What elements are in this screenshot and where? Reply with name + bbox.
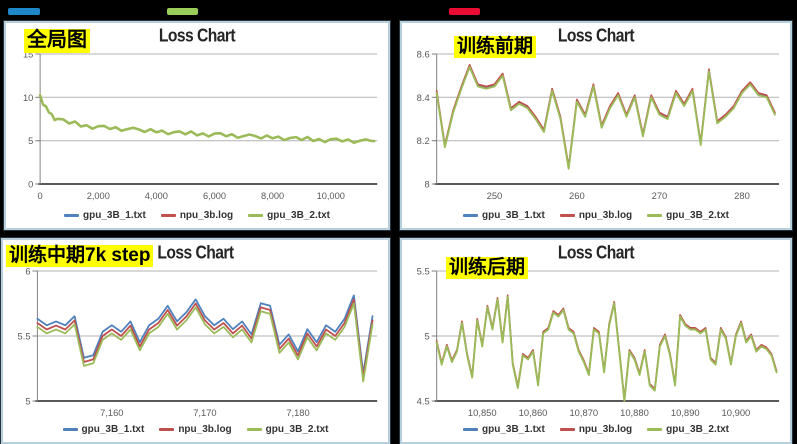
annotation-mid-7k: 训练中期7k step	[6, 245, 154, 268]
y-tick-label: 6	[25, 265, 30, 276]
legend-dash-icon	[159, 428, 175, 431]
legend-item-gpu_3B_1.txt: gpu_3B_1.txt	[62, 424, 145, 435]
y-tick-label: 5	[424, 331, 429, 342]
chart-legend: gpu_3B_1.txt npu_3b.log gpu_3B_2.txt	[402, 424, 790, 435]
x-tick-label: 260	[569, 191, 585, 202]
legend-label: gpu_3B_1.txt	[81, 424, 145, 435]
y-tick-label: 5.5	[417, 266, 430, 277]
series-line-gpu_3B_2.txt	[36, 302, 374, 383]
legend-dash-icon	[62, 428, 78, 431]
y-tick-label: 15	[23, 49, 33, 59]
legend-item-npu_3b.log: npu_3b.log	[159, 424, 232, 435]
loss-plot-late: 5.5 5 4.5 10,850 10,860 10,870 10,880 10,890 10,…	[417, 266, 780, 419]
series-line-gpu_3B_2.txt	[435, 66, 776, 170]
x-tick-label: 7,170	[193, 407, 216, 418]
annotation-early: 训练前期	[454, 36, 537, 59]
y-tick-label: 10	[23, 93, 33, 103]
legend-dash-icon	[160, 214, 176, 217]
legend-dash-icon	[248, 214, 264, 217]
chart-legend: gpu_3B_1.txt npu_3b.log gpu_3B_2.txt	[402, 210, 790, 221]
chart-title: Loss Chart	[557, 25, 635, 46]
loss-plot-mid-7k: 6 5.5 5 7,160 7,170 7,180	[18, 265, 378, 418]
chart-legend: gpu_3B_1.txt npu_3b.log gpu_3B_2.txt	[3, 424, 388, 435]
x-tick-label: 8,000	[261, 191, 284, 201]
legend-label: npu_3b.log	[578, 424, 633, 435]
x-tick-label: 10,000	[317, 191, 345, 201]
chart-title: Loss Chart	[157, 242, 234, 263]
legend-item-gpu_3B_1.txt: gpu_3B_1.txt	[463, 424, 545, 435]
x-tick-label: 10,890	[671, 408, 700, 419]
legend-item-gpu_3B_1.txt: gpu_3B_1.txt	[463, 210, 545, 221]
x-tick-label: 2,000	[87, 191, 110, 201]
series-line-gpu_3B_2.txt	[38, 93, 376, 144]
legend-dash-icon	[64, 214, 80, 217]
legend-item-npu_3b.log: npu_3b.log	[160, 210, 234, 221]
legend-label: npu_3b.log	[179, 210, 234, 221]
panel-global: 全局图 Loss Chart 15 10 5 0 0 2,000 4,000 6,000 8,0…	[4, 21, 390, 230]
y-tick-label: 8.4	[417, 93, 430, 104]
x-tick-label: 4,000	[145, 191, 168, 201]
legend-label: gpu_3B_1.txt	[482, 210, 545, 221]
legend-label: gpu_3B_2.txt	[666, 424, 729, 435]
legend-label: gpu_3B_1.txt	[83, 210, 146, 221]
legend-label: gpu_3B_2.txt	[267, 210, 330, 221]
y-tick-label: 5	[28, 136, 33, 146]
legend-dash-icon	[559, 214, 575, 217]
x-tick-label: 0	[38, 191, 43, 201]
y-tick-label: 8.2	[417, 136, 430, 147]
x-tick-label: 10,860	[519, 408, 548, 419]
x-tick-label: 7,160	[100, 407, 123, 418]
x-tick-label: 10,880	[620, 408, 649, 419]
legend-label: gpu_3B_2.txt	[666, 210, 729, 221]
y-tick-label: 5.5	[18, 330, 31, 341]
loss-plot-global: 15 10 5 00 2,000 4,000 6,000 8,000 10,000	[23, 49, 378, 201]
chart-legend: gpu_3B_1.txt npu_3b.log gpu_3B_2.txt	[6, 210, 388, 221]
legend-label: gpu_3B_2.txt	[265, 424, 329, 435]
y-tick-label: 5	[25, 395, 30, 406]
legend-item-npu_3b.log: npu_3b.log	[559, 424, 633, 435]
legend-dash-icon	[647, 428, 663, 431]
y-tick-label: 8	[424, 179, 429, 190]
y-tick-label: 8.6	[417, 49, 430, 60]
series-line-gpu_3B_2.txt	[435, 296, 778, 402]
legend-item-gpu_3B_2.txt: gpu_3B_2.txt	[647, 424, 729, 435]
legend-item-gpu_3B_2.txt: gpu_3B_2.txt	[248, 210, 330, 221]
legend-label: gpu_3B_1.txt	[482, 424, 545, 435]
x-tick-label: 270	[652, 191, 668, 202]
legend-label: npu_3b.log	[578, 210, 633, 221]
legend-dash-icon	[463, 214, 479, 217]
x-tick-label: 250	[487, 191, 503, 202]
panel-mid-7k: 训练中期7k step Loss Chart 6 5.5 5 7,160 7,170 7,…	[1, 238, 390, 444]
green-swatch	[167, 8, 198, 15]
y-tick-label: 4.5	[417, 396, 430, 407]
annotation-late: 训练后期	[446, 257, 529, 280]
legend-item-gpu_3B_2.txt: gpu_3B_2.txt	[647, 210, 729, 221]
legend-label: npu_3b.log	[178, 424, 232, 435]
red-swatch	[449, 8, 480, 15]
series-line-npu_3b.log	[36, 298, 374, 379]
legend-item-npu_3b.log: npu_3b.log	[559, 210, 633, 221]
legend-dash-icon	[463, 428, 479, 431]
panel-late: 训练后期 Loss Chart 5.5 5 4.5 10,850 10,860 10,87…	[400, 238, 792, 444]
x-tick-label: 10,850	[468, 408, 497, 419]
annotation-global: 全局图	[24, 29, 90, 53]
legend-dash-icon	[647, 214, 663, 217]
chart-title: Loss Chart	[557, 242, 635, 263]
panel-early: 训练前期 Loss Chart 8.6 8.4 8.2 8 250 260 270 280 g…	[400, 21, 792, 230]
legend-dash-icon	[246, 428, 262, 431]
loss-plot-early: 8.6 8.4 8.2 8 250 260 270 280	[417, 49, 780, 202]
y-tick-label: 0	[28, 179, 33, 189]
legend-dash-icon	[559, 428, 575, 431]
x-tick-label: 10,870	[569, 408, 598, 419]
x-tick-label: 10,900	[722, 408, 751, 419]
blue-swatch	[8, 8, 40, 15]
x-tick-label: 6,000	[203, 191, 226, 201]
series-line-gpu_3B_1.txt	[36, 294, 374, 375]
x-tick-label: 7,180	[286, 407, 309, 418]
chart-title: Loss Chart	[158, 25, 236, 46]
legend-item-gpu_3B_1.txt: gpu_3B_1.txt	[64, 210, 146, 221]
x-tick-label: 280	[734, 191, 750, 202]
legend-item-gpu_3B_2.txt: gpu_3B_2.txt	[246, 424, 329, 435]
